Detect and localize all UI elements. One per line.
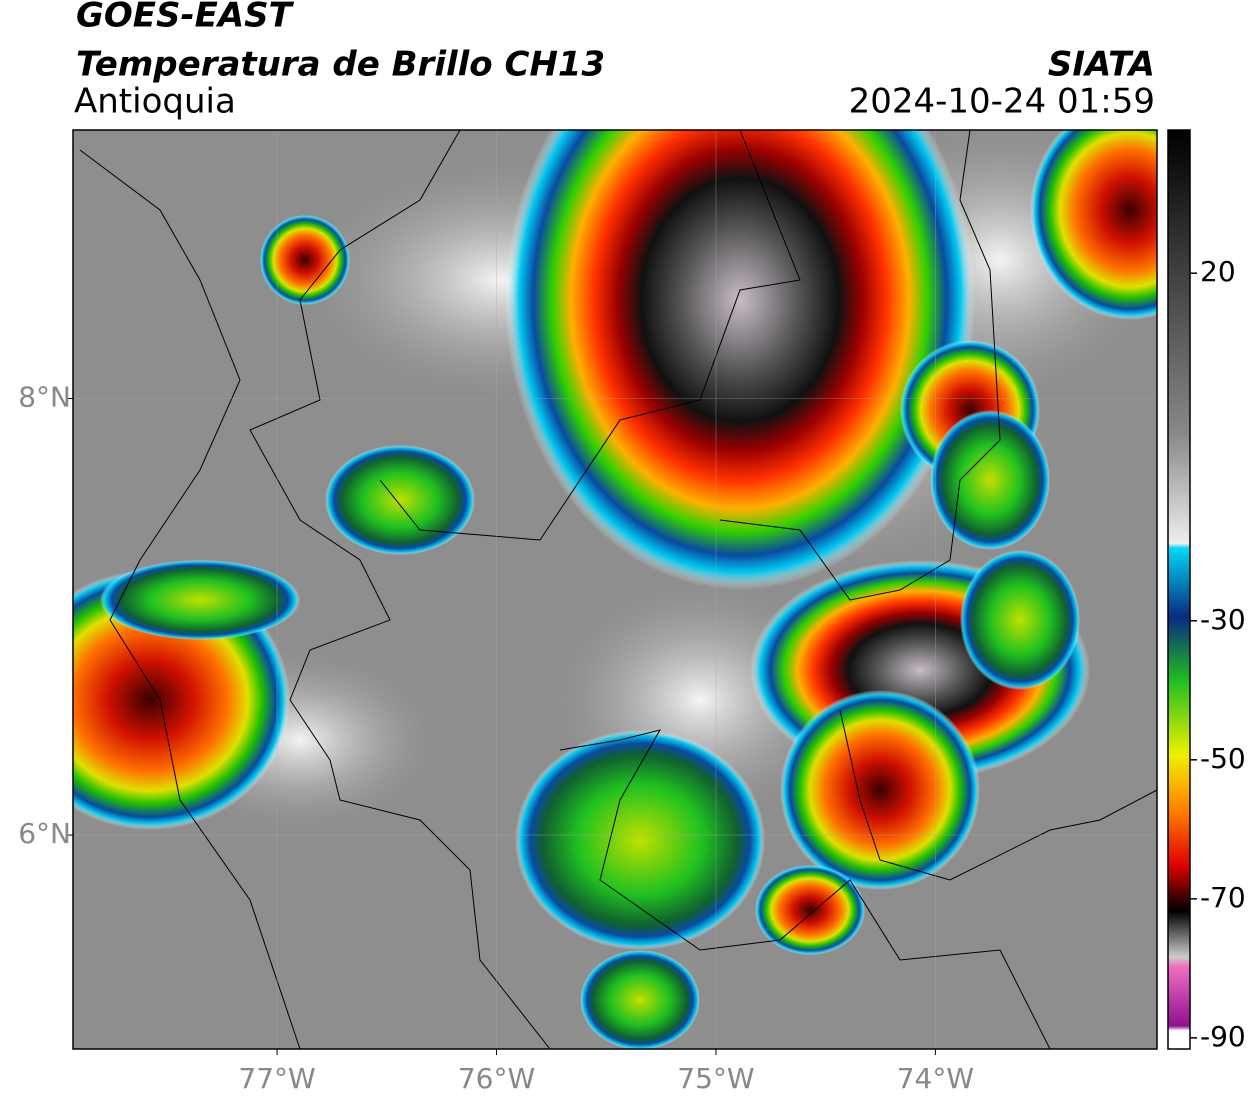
colorbar [1167,129,1191,1050]
lon-label: 77°W [238,1062,315,1095]
storm-cell [260,215,350,305]
colorbar-label: -90 [1200,1020,1246,1053]
border [719,130,1001,601]
product-title: Temperatura de Brillo CH13 [76,45,605,85]
storm-cell [505,130,975,590]
lat-label: 8°N [18,380,71,413]
border [79,149,301,1049]
border [839,709,1157,881]
map-area [73,130,1157,1049]
border [249,130,551,1049]
storm-cell [755,865,865,955]
graticule [73,130,1157,1049]
lat-label: 6°N [18,817,71,850]
storm-cell [515,730,765,950]
storm-cell [1030,130,1157,320]
map-frame [72,129,1158,1050]
storm-cell [100,560,300,640]
storm-cell [960,550,1080,690]
lon-label: 76°W [458,1062,535,1095]
colorbar-label: -30 [1200,603,1246,636]
satellite-title: GOES-EAST [76,0,295,36]
storm-cell [580,950,700,1049]
storm-cell [930,410,1050,550]
storm-cell [325,445,475,555]
agency-label: SIATA [1048,45,1155,85]
border [379,130,801,541]
colorbar-label: -70 [1200,881,1246,914]
lon-label: 75°W [677,1062,754,1095]
lon-label: 74°W [897,1062,974,1095]
datetime-label: 2024-10-24 01:59 [849,82,1155,122]
storm-cell [780,690,980,890]
colorbar-label: -50 [1200,742,1246,775]
region-label: Antioquia [74,82,236,122]
colorbar-label: 20 [1200,255,1236,288]
border [559,729,1051,1049]
borders [79,130,1157,1049]
